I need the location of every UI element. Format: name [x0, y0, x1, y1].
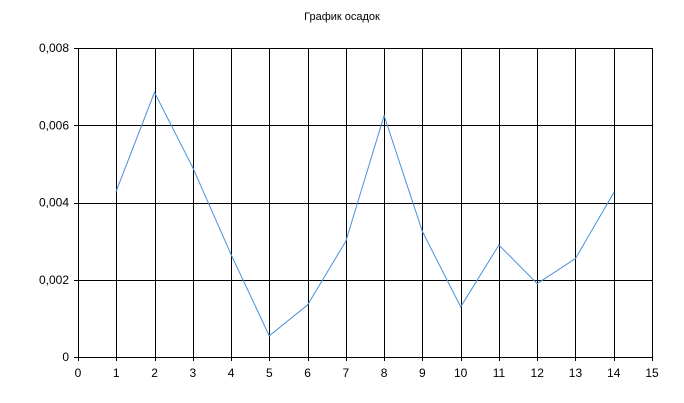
x-tick-label: 9 [419, 366, 426, 380]
data-point [115, 190, 117, 192]
x-tick-label: 12 [531, 366, 545, 380]
x-tick-label: 7 [343, 366, 350, 380]
data-point [307, 304, 309, 306]
y-tick-label: 0,004 [39, 196, 69, 210]
axes [74, 48, 653, 361]
tick-labels: 0 1 2 3 4 5 6 7 8 9 10 11 12 13 14 1500,0020,0040,0060,… [39, 41, 659, 380]
data-point [268, 335, 270, 337]
chart-title: График осадок [304, 11, 380, 23]
x-tick-label: 10 [454, 366, 468, 380]
x-tick-label: 4 [228, 366, 235, 380]
x-tick-label: 6 [304, 366, 311, 380]
x-tick-label: 8 [381, 366, 388, 380]
data-point [498, 244, 500, 246]
data-point [345, 240, 347, 242]
y-tick-label: 0 [62, 350, 69, 364]
data-point [460, 306, 462, 308]
series-layer [115, 91, 615, 337]
x-tick-label: 5 [266, 366, 273, 380]
grid [78, 48, 653, 357]
data-point [421, 230, 423, 233]
x-tick-label: 3 [189, 366, 196, 380]
x-tick-label: 0 [75, 366, 82, 380]
series-line [115, 91, 615, 337]
y-tick-label: 0,006 [39, 118, 69, 132]
y-tick-label: 0,008 [39, 41, 69, 55]
data-point [574, 257, 577, 260]
x-tick-label: 15 [645, 366, 659, 380]
x-tick-label: 13 [569, 366, 583, 380]
x-tick-label: 14 [607, 366, 621, 380]
x-tick-label: 11 [493, 366, 506, 380]
x-tick-label: 2 [151, 366, 158, 380]
data-point [192, 167, 194, 169]
data-point [383, 114, 385, 117]
data-point [536, 283, 538, 285]
y-tick-label: 0,002 [39, 273, 69, 287]
x-tick-label: 1 [113, 366, 120, 380]
data-point [613, 192, 615, 194]
data-point [230, 254, 232, 256]
data-point [153, 91, 156, 94]
